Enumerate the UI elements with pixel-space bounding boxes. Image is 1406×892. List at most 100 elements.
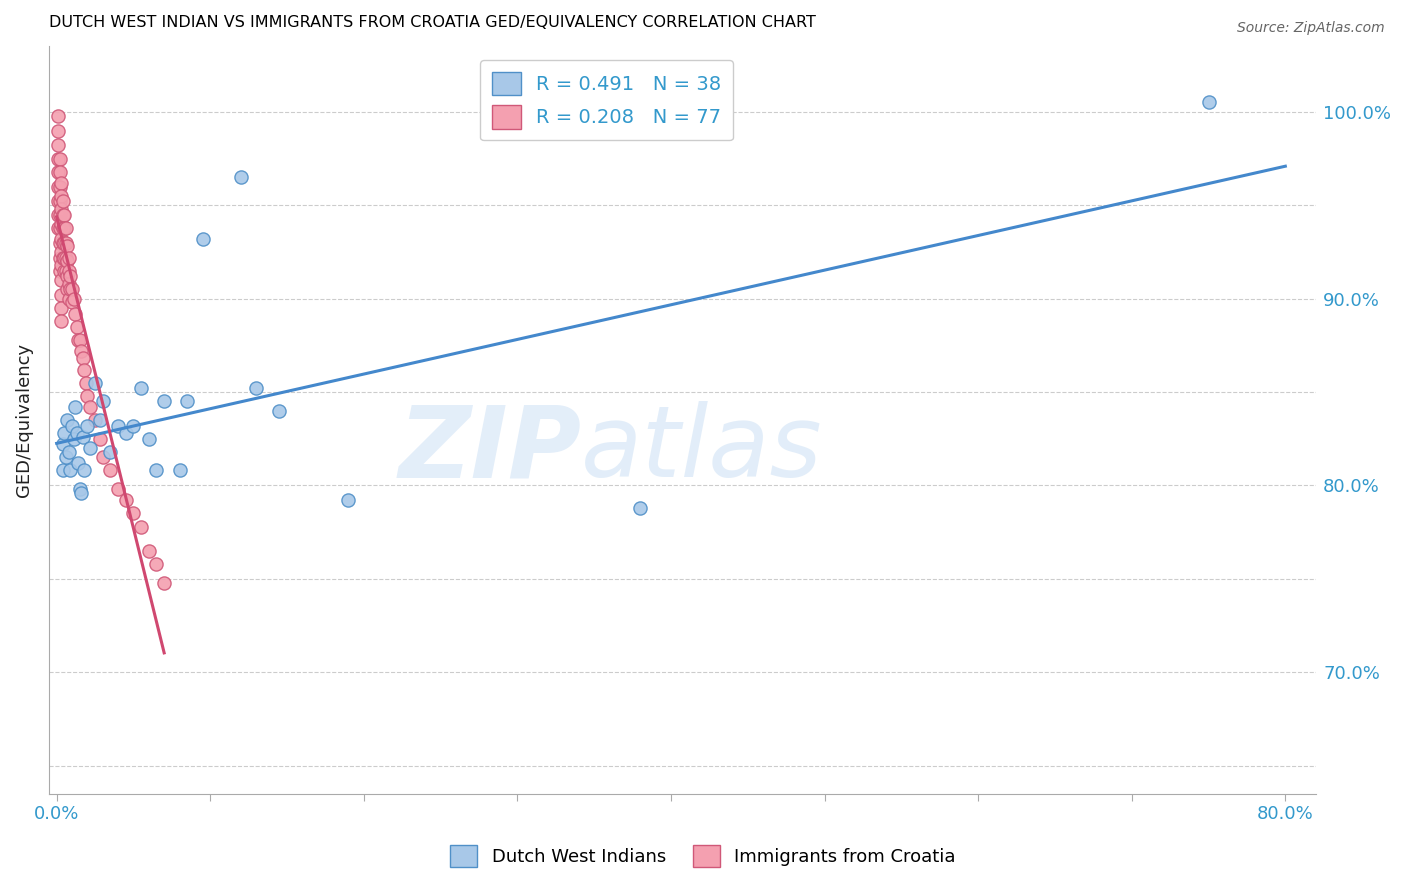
Point <box>51 202 73 216</box>
Point <box>79 400 101 414</box>
Point <box>72 430 94 444</box>
Text: atlas: atlas <box>581 401 823 499</box>
Point <box>114 426 136 441</box>
Point <box>51 232 73 246</box>
Legend: R = 0.491   N = 38, R = 0.208   N = 77: R = 0.491 N = 38, R = 0.208 N = 77 <box>479 60 733 140</box>
Point <box>55 263 77 277</box>
Point <box>67 333 90 347</box>
Point <box>51 258 73 272</box>
Point <box>52 194 75 209</box>
Point <box>51 189 73 203</box>
Point <box>1198 95 1220 110</box>
Point <box>48 164 70 178</box>
Point <box>48 179 70 194</box>
Point <box>60 295 83 310</box>
Point <box>76 418 98 433</box>
Point <box>63 400 86 414</box>
Point <box>65 426 87 441</box>
Point <box>59 463 82 477</box>
Point <box>46 220 69 235</box>
Point <box>75 376 97 390</box>
Point <box>58 445 80 459</box>
Point <box>46 109 69 123</box>
Point <box>628 500 651 515</box>
Point <box>129 519 152 533</box>
Point <box>48 194 70 209</box>
Point <box>107 418 129 433</box>
Point <box>59 282 82 296</box>
Point <box>60 282 83 296</box>
Point <box>51 273 73 287</box>
Point <box>63 307 86 321</box>
Point <box>53 235 76 250</box>
Point <box>176 394 198 409</box>
Point <box>53 208 76 222</box>
Point <box>55 251 77 265</box>
Point <box>100 445 122 459</box>
Point <box>51 176 73 190</box>
Point <box>52 463 75 477</box>
Point <box>138 544 160 558</box>
Point <box>52 251 75 265</box>
Y-axis label: GED/Equivalency: GED/Equivalency <box>15 343 32 497</box>
Point <box>51 314 73 328</box>
Point <box>53 251 76 265</box>
Point <box>100 463 122 477</box>
Point <box>138 432 160 446</box>
Point <box>107 482 129 496</box>
Point <box>46 194 69 209</box>
Point <box>65 319 87 334</box>
Point <box>69 333 91 347</box>
Point <box>51 288 73 302</box>
Point <box>55 220 77 235</box>
Point <box>269 403 291 417</box>
Point <box>58 277 80 291</box>
Legend: Dutch West Indians, Immigrants from Croatia: Dutch West Indians, Immigrants from Croa… <box>443 838 963 874</box>
Point <box>53 426 76 441</box>
Point <box>55 235 77 250</box>
Point <box>46 208 69 222</box>
Point <box>79 441 101 455</box>
Point <box>53 263 76 277</box>
Point <box>60 418 83 433</box>
Point <box>129 381 152 395</box>
Point <box>46 152 69 166</box>
Point <box>62 432 84 446</box>
Point <box>48 263 70 277</box>
Point <box>46 164 69 178</box>
Point <box>53 220 76 235</box>
Point <box>56 269 79 284</box>
Point <box>337 493 360 508</box>
Point <box>55 450 77 465</box>
Point <box>72 351 94 366</box>
Point <box>153 394 176 409</box>
Point <box>48 251 70 265</box>
Point <box>46 138 69 153</box>
Point <box>58 251 80 265</box>
Point <box>58 292 80 306</box>
Point <box>70 343 93 358</box>
Text: ZIP: ZIP <box>398 401 581 499</box>
Point <box>46 179 69 194</box>
Point <box>46 123 69 137</box>
Point <box>56 239 79 253</box>
Point <box>52 208 75 222</box>
Point <box>114 493 136 508</box>
Point <box>48 220 70 235</box>
Point <box>191 232 214 246</box>
Point <box>51 244 73 259</box>
Point <box>52 220 75 235</box>
Point <box>122 507 145 521</box>
Point <box>67 456 90 470</box>
Point <box>91 450 114 465</box>
Point <box>153 575 176 590</box>
Point <box>245 381 267 395</box>
Point <box>51 301 73 315</box>
Point <box>89 432 111 446</box>
Point <box>73 362 96 376</box>
Point <box>73 463 96 477</box>
Point <box>145 557 167 571</box>
Point <box>70 486 93 500</box>
Text: Source: ZipAtlas.com: Source: ZipAtlas.com <box>1237 21 1385 35</box>
Point <box>145 463 167 477</box>
